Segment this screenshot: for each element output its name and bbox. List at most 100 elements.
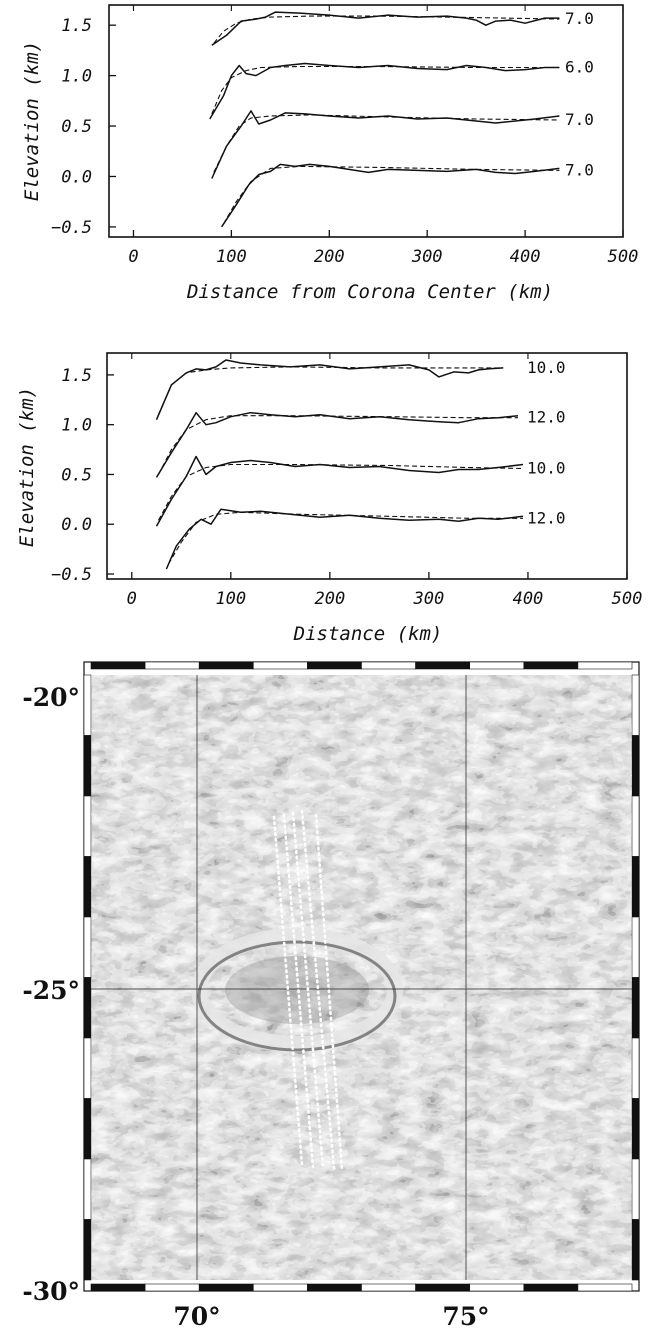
border-segment (631, 977, 640, 1039)
border-segment (415, 1283, 471, 1292)
border-segment (361, 1283, 416, 1292)
y-tick-label: 0.0 (61, 167, 92, 187)
border-segment (83, 735, 92, 797)
x-tick-label: 0 (127, 589, 137, 609)
y-tick-label: 0.5 (61, 465, 92, 485)
series-value-label: 7.0 (565, 9, 594, 28)
profile-track (272, 815, 304, 1167)
border-segment (631, 1098, 640, 1160)
series-value-label: 10.0 (527, 458, 566, 477)
border-segment (144, 1283, 200, 1292)
x-tick-label: 500 (608, 247, 639, 267)
y-tick-label: 1.0 (61, 67, 92, 87)
border-segment (361, 661, 416, 670)
series-value-label: 6.0 (565, 58, 594, 77)
observed-profile-line (220, 163, 560, 228)
y-tick-label: 0.5 (61, 117, 92, 137)
border-segment (577, 1283, 633, 1292)
profile-track (300, 809, 336, 1170)
x-tick-label: 300 (411, 247, 443, 267)
border-segment (307, 661, 362, 670)
x-axis-label: Distance from Corona Center (km) (186, 281, 553, 303)
profile-tracks (272, 809, 344, 1172)
x-tick-label: 300 (413, 589, 445, 609)
border-segment (523, 1283, 579, 1292)
border-segment (144, 661, 200, 670)
map-checker-border (83, 661, 640, 1292)
model-profile-line (158, 463, 524, 521)
model-profile-line (213, 114, 560, 173)
border-segment (631, 795, 640, 857)
series-lines (209, 11, 560, 228)
border-segment (198, 661, 254, 670)
x-tick-label: 0 (128, 247, 138, 267)
y-tick-label: −0.5 (51, 565, 92, 585)
border-segment (631, 674, 640, 736)
x-tick-label: 100 (216, 247, 247, 267)
model-profile-line (157, 366, 504, 415)
series-value-label: 10.0 (527, 358, 566, 377)
border-segment (631, 856, 640, 918)
grid-lines (91, 675, 632, 1280)
lat-label-20: -20° (22, 683, 80, 712)
series-labels: 7.0 6.0 7.0 7.0 (565, 9, 594, 179)
x-tick-label: 200 (314, 589, 345, 609)
border-segment (198, 1283, 254, 1292)
border-segment (83, 977, 92, 1039)
x-tick-label: 400 (513, 589, 544, 609)
border-segment (90, 1283, 146, 1292)
series-labels: 10.0 12.0 10.0 12.0 (527, 358, 566, 527)
observed-profile-line (155, 455, 524, 527)
y-axis-ticks: 1.5 1.0 0.5 0.0 −0.5 (51, 366, 114, 585)
lat-label-30: -30° (22, 1277, 80, 1306)
series-value-label: 12.0 (527, 408, 566, 427)
border-segment (415, 661, 471, 670)
border-segment (253, 1283, 308, 1292)
border-segment (83, 674, 92, 736)
lon-label-75: 75° (442, 1302, 489, 1331)
y-axis-label: Elevation (km) (21, 41, 43, 201)
lon-label-70: 70° (173, 1302, 220, 1331)
x-tick-label: 400 (510, 247, 541, 267)
y-tick-label: 1.5 (61, 16, 92, 36)
profile-track (282, 813, 315, 1169)
border-segment (83, 1158, 92, 1220)
x-tick-label: 200 (314, 247, 345, 267)
x-axis-ticks: 0 100 200 300 400 500 (127, 353, 643, 609)
border-segment (83, 1219, 92, 1281)
border-segment (83, 1037, 92, 1099)
border-segment (631, 1219, 640, 1281)
border-segment (469, 661, 525, 670)
border-segment (523, 661, 579, 670)
observed-profile-line (165, 508, 524, 570)
border-segment (631, 1158, 640, 1220)
y-tick-label: 0.0 (61, 515, 92, 535)
series-value-label: 7.0 (565, 160, 594, 179)
series-lines (155, 359, 524, 570)
elevation-profile-chart-1: 1.5 1.0 0.5 0.0 −0.5 0 100 200 300 400 500 7.0 6.0… (21, 4, 638, 303)
border-segment (631, 916, 640, 978)
x-axis-ticks: 0 100 200 300 400 500 (128, 5, 638, 267)
border-segment (631, 1037, 640, 1099)
model-profile-line (223, 165, 560, 225)
x-tick-label: 500 (612, 589, 643, 609)
terrain-image (91, 675, 632, 1280)
border-segment (631, 735, 640, 797)
model-profile-line (211, 65, 560, 115)
observed-profile-line (155, 359, 504, 420)
plot-frame (106, 352, 628, 580)
border-segment (83, 916, 92, 978)
border-segment (83, 795, 92, 857)
x-axis-label: Distance (km) (293, 623, 443, 645)
border-segment (83, 1098, 92, 1160)
border-segment (469, 1283, 525, 1292)
border-segment (307, 1283, 362, 1292)
series-value-label: 12.0 (527, 508, 566, 527)
x-tick-label: 100 (215, 589, 246, 609)
observed-profile-line (211, 11, 560, 46)
y-tick-label: 1.5 (61, 366, 92, 386)
lat-label-25: -25° (22, 976, 80, 1005)
y-axis-ticks: 1.5 1.0 0.5 0.0 −0.5 (51, 16, 116, 238)
profile-track (291, 811, 325, 1170)
border-segment (90, 661, 146, 670)
